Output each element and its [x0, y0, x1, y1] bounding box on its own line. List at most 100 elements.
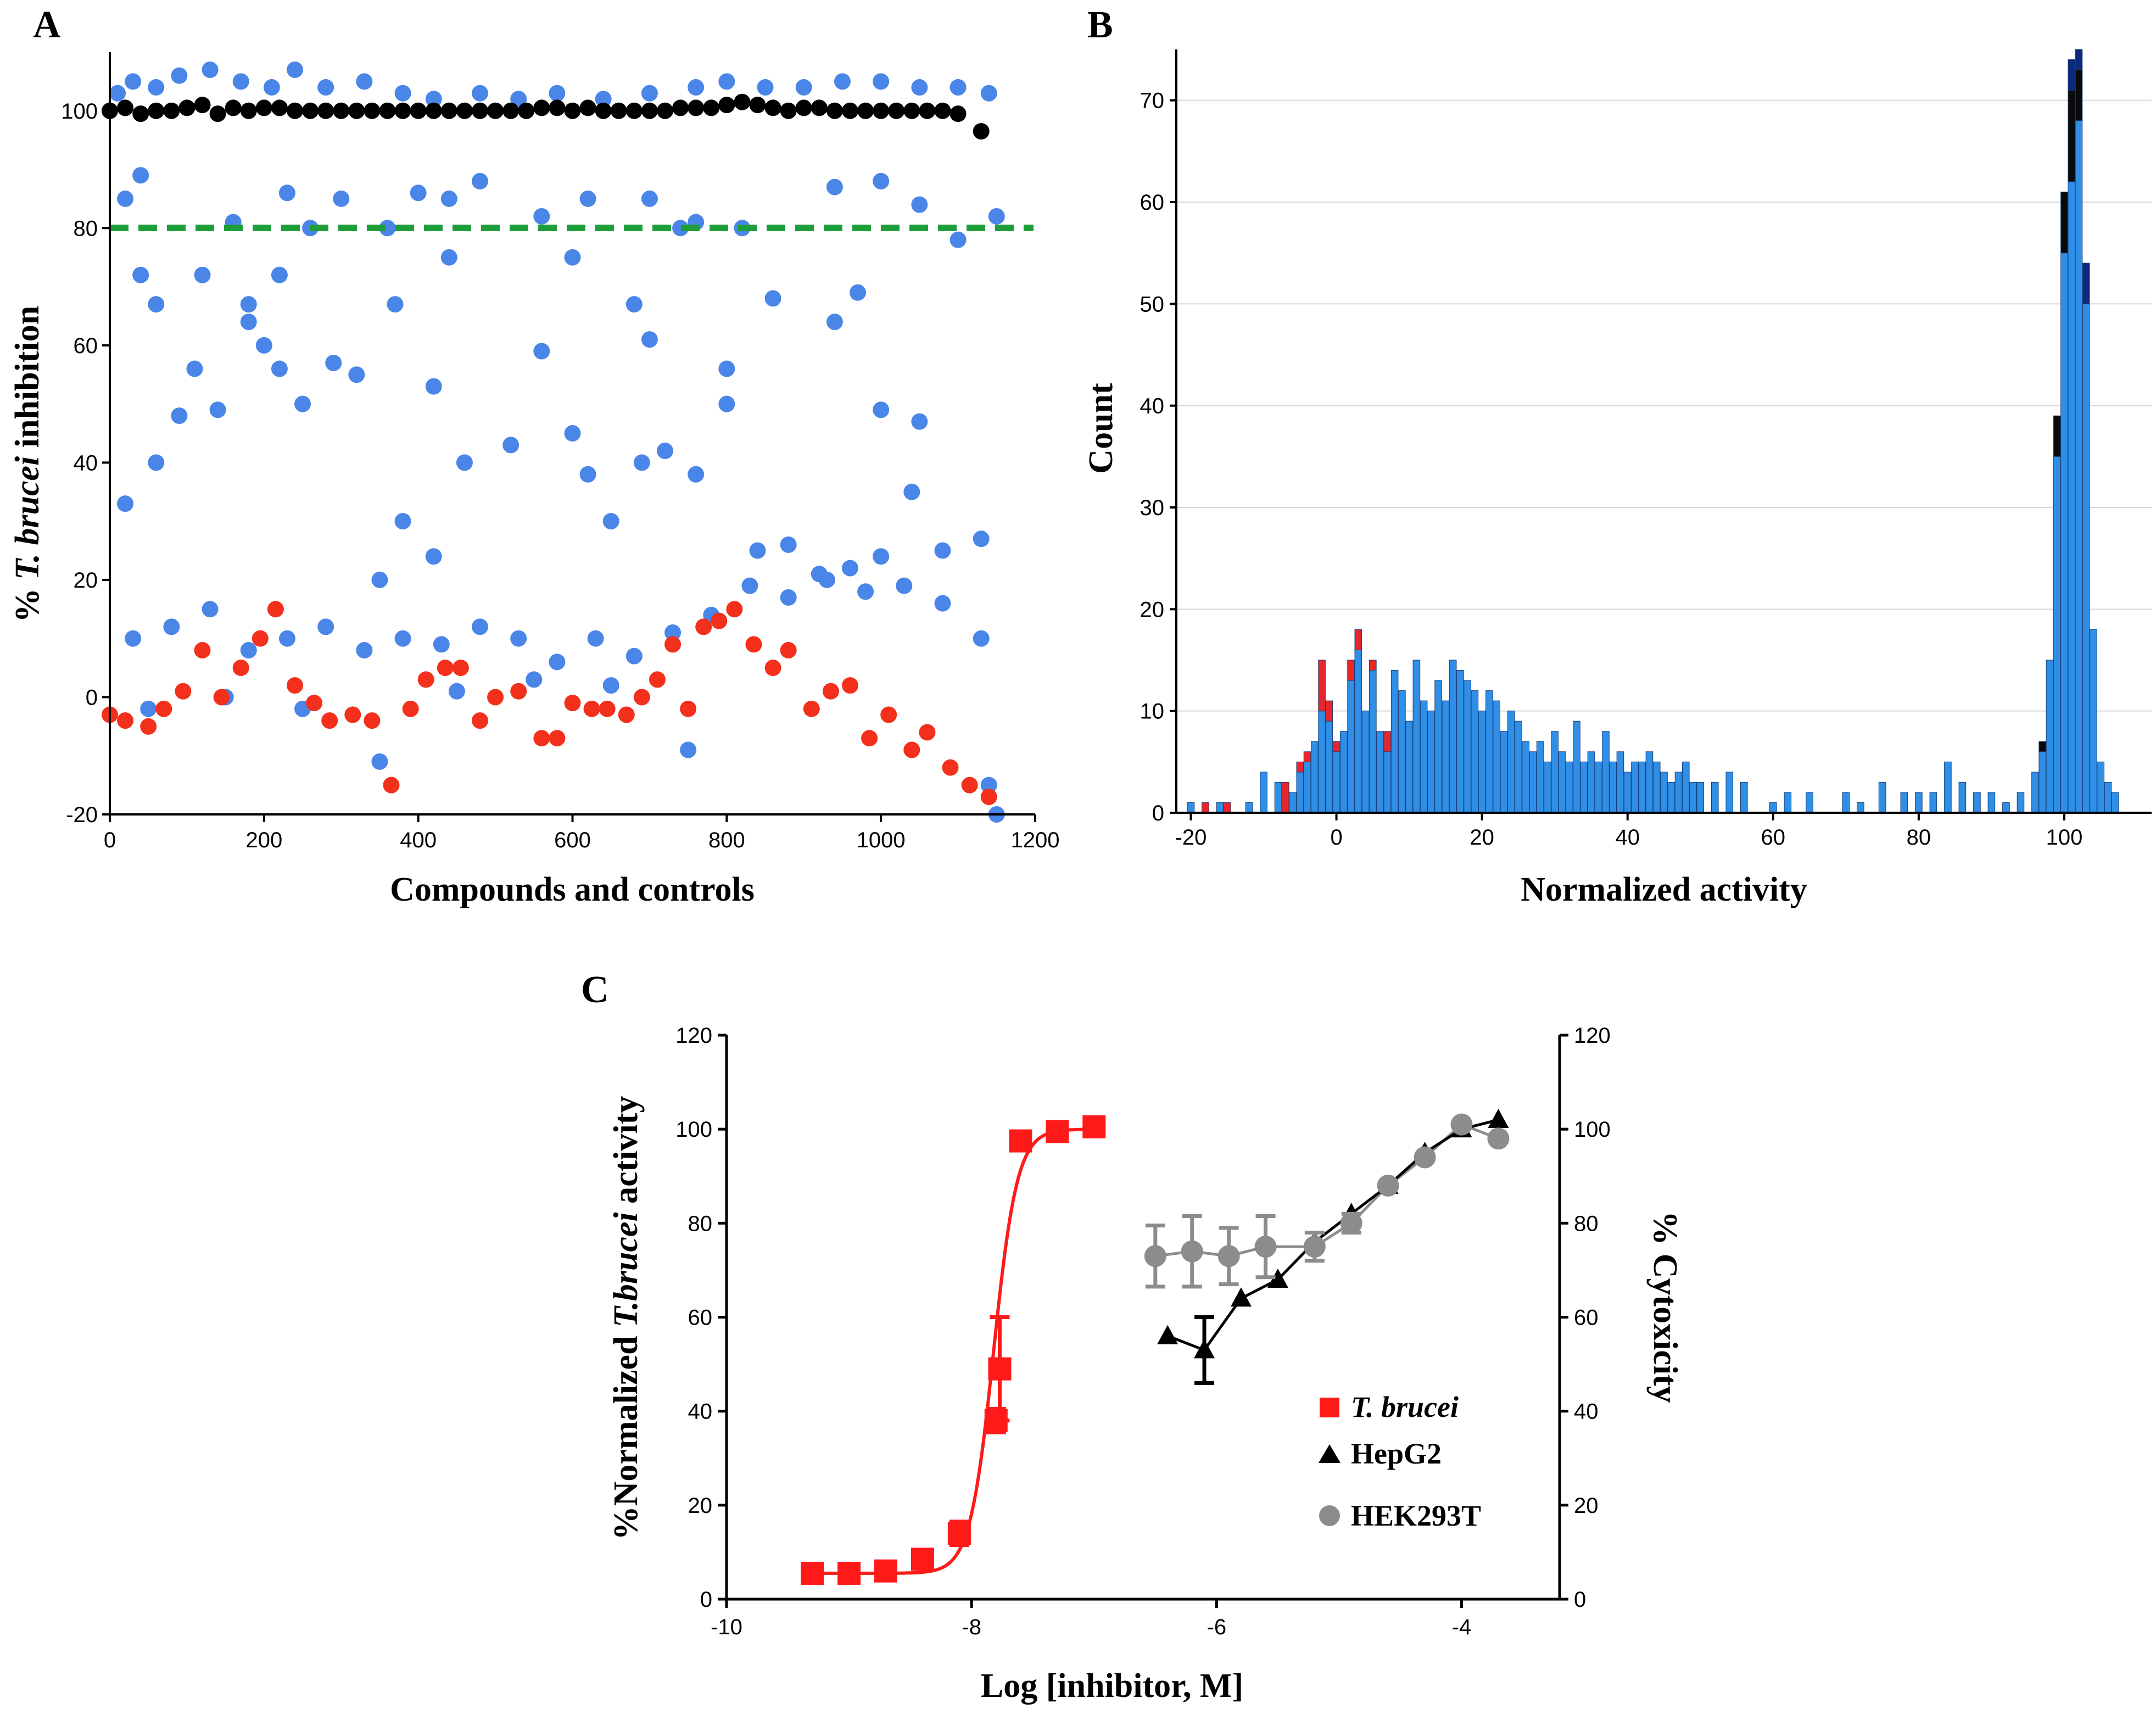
- b-bar-2-5: [1318, 660, 1326, 712]
- c-xtick-label-1: -8: [962, 1615, 981, 1639]
- a-point-0-45: [988, 208, 1005, 225]
- b-bar-0-37: [1522, 741, 1529, 813]
- a-point-0-62: [873, 401, 890, 418]
- a-point-0-100: [278, 630, 295, 647]
- b-bar-0-38: [1529, 751, 1537, 813]
- c-yltick-label-1: 20: [688, 1494, 713, 1518]
- b-bar-0-42: [1558, 751, 1566, 813]
- b-bar-0-81: [2038, 751, 2046, 813]
- b-bar-0-80: [2031, 772, 2039, 813]
- b-bar-2-3: [1296, 761, 1304, 773]
- a-point-0-104: [433, 636, 450, 653]
- b-bar-0-71: [1900, 792, 1908, 813]
- a-point-1-14: [317, 102, 334, 119]
- b-ytick-label-0: 0: [1152, 801, 1164, 825]
- a-xtick-label-5: 1000: [857, 828, 906, 852]
- b-bar-0-49: [1609, 761, 1617, 813]
- a-point-2-12: [321, 712, 338, 729]
- c-xtick-label-2: -6: [1207, 1615, 1227, 1639]
- a-point-0-4: [202, 62, 219, 79]
- a-point-1-20: [410, 102, 427, 119]
- legend-marker-hek293t: [1319, 1505, 1340, 1526]
- b-bar-0-52: [1631, 761, 1639, 813]
- c-point-2-7: [1414, 1146, 1436, 1169]
- a-point-1-45: [795, 99, 812, 116]
- a-point-0-57: [641, 331, 658, 348]
- a-point-2-3: [155, 700, 172, 717]
- panel-c-right-y-label: % Cytoxicity: [1646, 1211, 1684, 1403]
- a-point-0-15: [595, 91, 612, 108]
- c-point-0-9: [1082, 1115, 1106, 1138]
- a-point-0-74: [348, 366, 365, 383]
- b-bar-1-4: [2075, 69, 2083, 121]
- a-point-0-29: [278, 185, 295, 202]
- panel-c: C -10 -8 -6 -4 0 20 40 60 80 100 120 0 20 40 60 80 100…: [581, 969, 1684, 1705]
- c-point-2-3: [1254, 1236, 1277, 1258]
- a-point-1-38: [688, 99, 705, 116]
- b-bar-0-87: [2082, 303, 2090, 813]
- b-bar-2-8: [1347, 660, 1355, 681]
- a-point-0-83: [602, 513, 619, 530]
- panel-c-x-ticks: -10 -8 -6 -4: [711, 1599, 1471, 1639]
- legend-marker-tbrucei: [1320, 1398, 1339, 1417]
- c-xtick-label-0: -10: [711, 1615, 742, 1639]
- b-bar-0-65: [1769, 802, 1777, 813]
- b-ytick-label-3: 30: [1140, 496, 1165, 520]
- a-point-1-54: [934, 102, 951, 119]
- b-bar-0-35: [1507, 711, 1515, 813]
- b-bar-0-88: [2090, 629, 2097, 813]
- a-point-0-124: [526, 671, 543, 688]
- a-point-0-60: [826, 314, 843, 331]
- a-ytick-label-0: -20: [66, 803, 98, 827]
- b-xtick-label-5: 80: [1907, 825, 1931, 850]
- b-bar-0-32: [1485, 690, 1493, 813]
- a-point-0-84: [633, 454, 650, 471]
- c-yrtick-label-2: 40: [1574, 1400, 1599, 1424]
- b-bar-0-69: [1857, 802, 1864, 813]
- a-point-0-19: [757, 79, 774, 96]
- panel-c-marks: [801, 1109, 1510, 1585]
- a-point-0-66: [171, 407, 188, 424]
- b-bar-0-1: [1216, 802, 1224, 813]
- c-line-hek293t: [1155, 1122, 1499, 1258]
- a-point-0-72: [294, 395, 311, 412]
- b-bar-3-1: [2075, 49, 2083, 70]
- a-point-0-11: [425, 91, 442, 108]
- a-point-0-76: [394, 513, 411, 530]
- c-yrtick-label-3: 60: [1574, 1306, 1599, 1330]
- a-xtick-label-3: 600: [554, 828, 591, 852]
- b-bar-0-6: [1296, 772, 1304, 813]
- a-point-2-43: [880, 706, 897, 723]
- a-point-1-40: [718, 97, 735, 114]
- c-point-2-5: [1340, 1212, 1362, 1235]
- a-point-2-13: [344, 706, 361, 723]
- b-bar-0-33: [1493, 700, 1500, 813]
- a-xtick-label-4: 800: [708, 828, 745, 852]
- b-bar-0-20: [1398, 690, 1406, 813]
- a-point-0-94: [934, 542, 951, 559]
- panel-a-y-ticks: -20 0 20 40 60 80 100: [61, 99, 110, 827]
- a-ytick-label-2: 20: [74, 568, 98, 593]
- b-bar-0-29: [1464, 680, 1471, 813]
- a-point-2-37: [764, 660, 781, 677]
- a-point-1-51: [888, 102, 905, 119]
- a-ytick-label-6: 100: [61, 99, 98, 124]
- legend-label-hepg2: HepG2: [1351, 1437, 1442, 1470]
- a-point-0-32: [410, 185, 427, 202]
- a-point-0-24: [949, 79, 967, 96]
- b-bar-1-1: [2053, 415, 2061, 457]
- b-bar-2-11: [1383, 731, 1392, 752]
- a-point-2-8: [252, 630, 269, 647]
- a-point-2-28: [618, 706, 635, 723]
- c-point-0-0: [801, 1561, 824, 1585]
- a-point-0-75: [371, 571, 388, 588]
- b-ytick-label-7: 70: [1140, 89, 1165, 113]
- b-bar-0-67: [1806, 792, 1813, 813]
- a-point-0-71: [271, 360, 288, 377]
- b-bar-0-24: [1427, 711, 1435, 813]
- a-point-1-1: [117, 99, 134, 116]
- b-bar-0-25: [1434, 680, 1442, 813]
- a-point-2-20: [472, 712, 488, 729]
- c-point-2-8: [1450, 1113, 1473, 1136]
- a-point-0-78: [456, 454, 473, 471]
